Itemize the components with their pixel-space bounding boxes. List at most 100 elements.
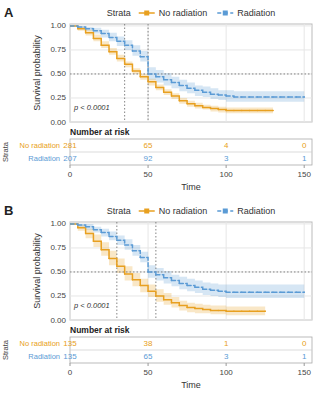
risk-count: 4 xyxy=(224,141,229,150)
survival-step xyxy=(148,74,156,77)
survival-step xyxy=(171,83,179,86)
x-tick-label: 100 xyxy=(219,170,233,179)
survival-step xyxy=(156,296,164,300)
plot-frame xyxy=(70,222,312,320)
survival-step xyxy=(70,25,78,27)
x-tick xyxy=(148,165,149,168)
survival-step xyxy=(211,108,219,110)
risk-count: 3 xyxy=(224,352,229,361)
risk-count: 1 xyxy=(302,154,307,163)
survival-step xyxy=(117,59,125,65)
x-tick xyxy=(70,363,71,366)
grid-line-y xyxy=(70,49,312,50)
y-tick-label: 0.00 xyxy=(50,316,66,325)
survival-step xyxy=(125,64,133,71)
survival-step xyxy=(296,96,304,98)
grid-line-y xyxy=(70,122,312,123)
panel-title: A xyxy=(4,5,14,20)
survival-step xyxy=(171,96,179,101)
survival-step xyxy=(187,285,195,287)
survival-step xyxy=(226,95,234,97)
survival-step xyxy=(250,110,258,112)
x-tick xyxy=(226,165,227,168)
grid-line-x xyxy=(304,24,305,122)
x-tick-label: 50 xyxy=(144,170,153,179)
p-value: p < 0.0001 xyxy=(73,301,110,310)
survival-step xyxy=(132,71,140,77)
survival-step xyxy=(171,303,179,306)
survival-step xyxy=(86,33,94,39)
risk-row-label: No radiation xyxy=(20,339,60,348)
legend-title: Strata xyxy=(107,206,131,216)
survival-step xyxy=(257,291,265,293)
legend-marker xyxy=(144,11,149,16)
chart: 0.000.250.500.751.00Survival probability… xyxy=(0,0,320,400)
survival-step xyxy=(234,110,242,112)
survival-step xyxy=(78,225,86,227)
y-tick-label: 0.75 xyxy=(50,243,66,252)
plot-area xyxy=(70,222,312,320)
survival-step xyxy=(70,224,78,228)
survival-step xyxy=(234,96,242,98)
y-tick-label: 0.00 xyxy=(50,118,66,127)
y-tick-label: 0.50 xyxy=(50,69,66,78)
survival-step xyxy=(218,290,226,292)
confidence-band xyxy=(70,26,304,102)
survival-step xyxy=(86,29,94,31)
survival-step xyxy=(156,87,164,92)
x-tick xyxy=(304,363,305,366)
survival-step xyxy=(101,34,109,38)
risk-table-divider xyxy=(70,350,312,351)
risk-table-title: Number at risk xyxy=(70,127,130,137)
survival-step xyxy=(86,227,94,230)
survival-step xyxy=(265,291,273,293)
x-tick xyxy=(70,165,71,168)
survival-step xyxy=(164,300,172,303)
risk-table-label: Strata xyxy=(1,339,10,360)
survival-step xyxy=(93,241,101,250)
x-tick xyxy=(304,165,305,168)
survival-step xyxy=(109,52,117,59)
survival-step xyxy=(195,287,203,289)
y-axis-label: Survival probability xyxy=(32,233,42,309)
survival-step xyxy=(242,96,250,98)
grid-line-y xyxy=(70,25,312,26)
x-tick-label: 50 xyxy=(144,368,153,377)
risk-count: 0 xyxy=(302,339,307,348)
survival-step xyxy=(242,110,250,112)
survival-curve xyxy=(70,224,304,292)
y-tick-label: 0.75 xyxy=(50,45,66,54)
survival-step xyxy=(78,29,86,33)
survival-step xyxy=(109,259,117,267)
survival-step xyxy=(93,38,101,45)
survival-step xyxy=(187,104,195,106)
survival-step xyxy=(101,233,109,237)
x-tick-label: 150 xyxy=(298,170,312,179)
survival-step xyxy=(117,240,125,245)
grid-line-y xyxy=(70,320,312,321)
risk-count: 0 xyxy=(302,141,307,150)
survival-step xyxy=(281,96,289,98)
survival-curve xyxy=(70,26,273,111)
risk-table-box xyxy=(70,337,312,363)
x-tick-label: 150 xyxy=(298,368,312,377)
survival-step xyxy=(148,272,156,275)
risk-table-divider xyxy=(70,152,312,153)
survival-step xyxy=(250,96,258,98)
survival-step xyxy=(250,291,258,293)
survival-step xyxy=(70,26,78,29)
panel-title: B xyxy=(4,203,13,218)
y-tick-label: 0.25 xyxy=(50,291,66,300)
survival-step xyxy=(257,311,265,313)
survival-step xyxy=(211,93,219,95)
risk-count: 135 xyxy=(63,352,77,361)
survival-curve xyxy=(70,224,265,311)
survival-step xyxy=(257,96,265,98)
risk-table: Number at riskNo radiation1353810Radiati… xyxy=(1,325,312,363)
survival-step xyxy=(218,109,226,111)
grid-line-x xyxy=(226,222,227,320)
survival-step xyxy=(140,77,148,82)
survival-step xyxy=(179,283,187,285)
survival-step xyxy=(179,101,187,104)
legend-label: Radiation xyxy=(237,206,275,216)
